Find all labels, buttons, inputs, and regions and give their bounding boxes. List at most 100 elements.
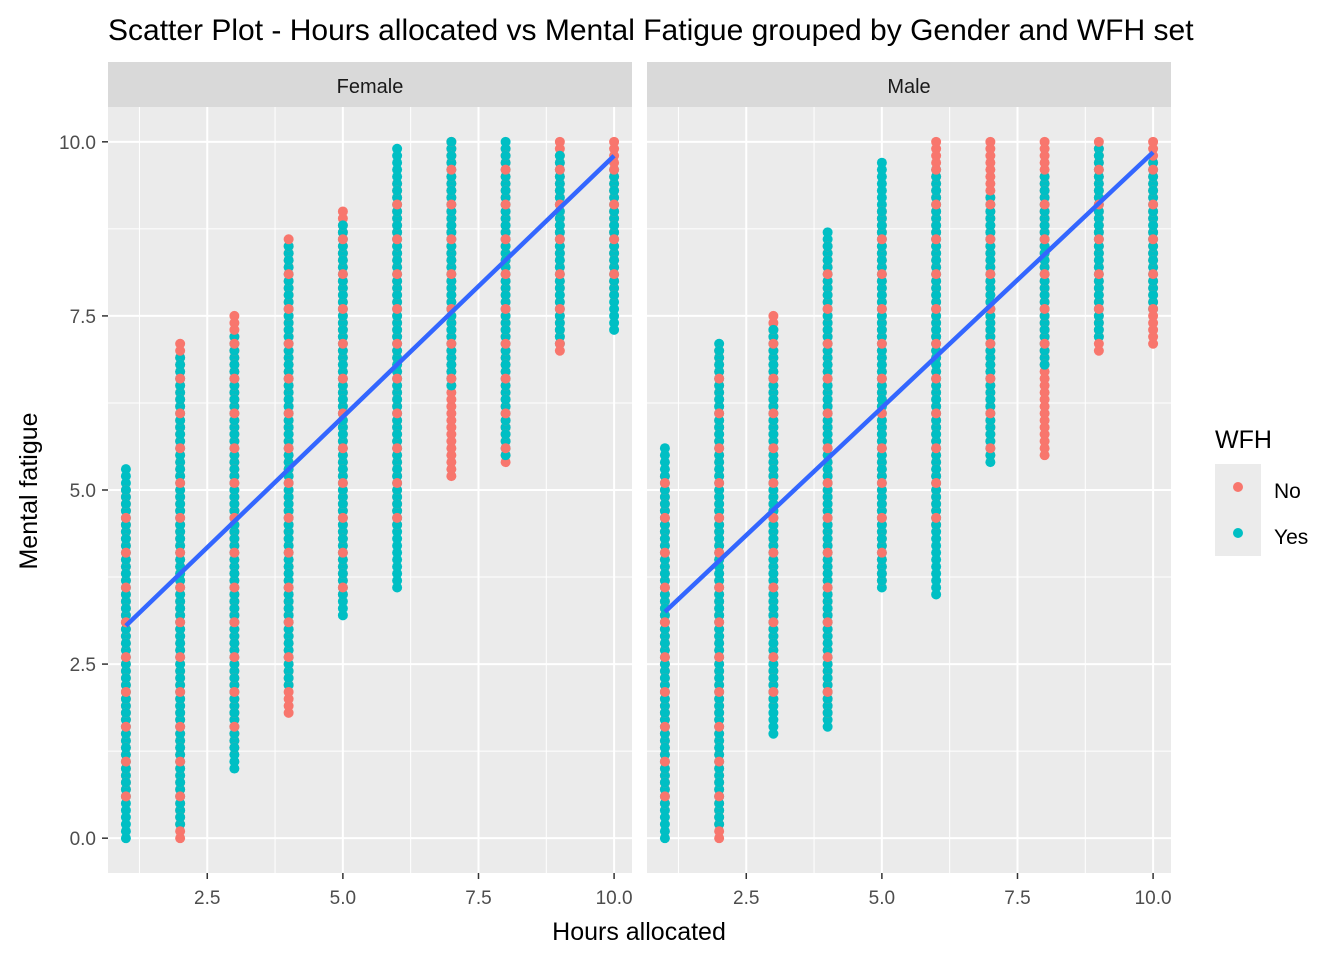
point-wfh-yes	[120, 659, 131, 670]
point-wfh-no	[768, 317, 779, 328]
point-wfh-yes	[822, 471, 833, 482]
point-wfh-yes	[876, 220, 887, 231]
point-wfh-yes	[175, 526, 186, 537]
point-wfh-yes	[931, 519, 942, 530]
point-wfh-yes	[931, 331, 942, 342]
point-wfh-no	[229, 582, 240, 593]
point-wfh-yes	[985, 359, 996, 370]
point-wfh-yes	[931, 554, 942, 565]
point-wfh-yes	[500, 380, 511, 391]
point-wfh-no	[1093, 269, 1104, 280]
point-wfh-no	[500, 408, 511, 419]
point-wfh-yes	[283, 589, 294, 600]
point-wfh-yes	[337, 485, 348, 495]
point-wfh-yes	[876, 227, 887, 238]
point-wfh-no	[609, 234, 620, 245]
point-wfh-yes	[1093, 178, 1104, 189]
point-wfh-yes	[659, 777, 670, 788]
point-wfh-yes	[1039, 331, 1050, 342]
point-wfh-yes	[714, 345, 725, 356]
point-wfh-yes	[283, 673, 294, 684]
point-wfh-no	[714, 443, 725, 454]
point-wfh-no	[768, 408, 779, 419]
point-wfh-yes	[985, 248, 996, 259]
point-wfh-yes	[985, 387, 996, 398]
point-wfh-no	[822, 303, 833, 314]
point-wfh-yes	[659, 519, 670, 530]
point-wfh-yes	[985, 262, 996, 273]
point-wfh-yes	[392, 220, 403, 231]
point-wfh-no	[876, 269, 887, 280]
point-wfh-no	[229, 478, 240, 489]
point-wfh-no	[446, 457, 457, 468]
point-wfh-yes	[229, 505, 240, 516]
point-wfh-no	[283, 582, 294, 593]
point-wfh-yes	[229, 610, 240, 621]
point-wfh-no	[283, 700, 294, 711]
point-wfh-yes	[229, 457, 240, 468]
point-wfh-yes	[175, 819, 186, 830]
point-wfh-yes	[1093, 185, 1104, 196]
point-wfh-yes	[283, 401, 294, 412]
point-wfh-no	[392, 338, 403, 349]
point-wfh-yes	[446, 276, 457, 287]
point-wfh-yes	[659, 526, 670, 537]
point-wfh-no	[1093, 234, 1104, 245]
point-wfh-yes	[337, 394, 348, 405]
point-wfh-yes	[714, 485, 725, 495]
point-wfh-yes	[822, 596, 833, 607]
point-wfh-yes	[500, 387, 511, 398]
point-wfh-yes	[283, 575, 294, 586]
point-wfh-yes	[337, 429, 348, 440]
point-wfh-no	[609, 164, 620, 175]
point-wfh-yes	[931, 185, 942, 196]
point-wfh-yes	[283, 533, 294, 544]
point-wfh-no	[337, 443, 348, 454]
point-wfh-yes	[985, 310, 996, 321]
point-wfh-no	[337, 213, 348, 224]
point-wfh-yes	[768, 575, 779, 586]
point-wfh-yes	[876, 171, 887, 182]
point-wfh-yes	[822, 693, 833, 704]
point-wfh-yes	[229, 366, 240, 377]
point-wfh-yes	[392, 227, 403, 238]
point-wfh-no	[554, 269, 565, 280]
point-wfh-yes	[822, 491, 833, 502]
point-wfh-no	[500, 269, 511, 280]
point-wfh-yes	[659, 457, 670, 468]
point-wfh-yes	[985, 220, 996, 231]
point-wfh-yes	[931, 366, 942, 377]
point-wfh-yes	[659, 491, 670, 502]
point-wfh-no	[659, 617, 670, 628]
point-wfh-yes	[229, 700, 240, 711]
point-wfh-yes	[175, 457, 186, 468]
point-wfh-yes	[229, 624, 240, 635]
point-wfh-yes	[337, 491, 348, 502]
y-tick-label: 5.0	[70, 481, 96, 502]
point-wfh-yes	[446, 352, 457, 363]
point-wfh-no	[175, 756, 186, 767]
point-wfh-no	[337, 582, 348, 593]
point-wfh-yes	[822, 533, 833, 544]
legend: WFH No Yes	[1215, 426, 1308, 556]
point-wfh-yes	[554, 317, 565, 328]
point-wfh-yes	[714, 798, 725, 809]
point-wfh-yes	[714, 450, 725, 461]
point-wfh-no	[229, 324, 240, 335]
point-wfh-yes	[876, 526, 887, 537]
point-wfh-yes	[714, 659, 725, 670]
point-wfh-no	[446, 373, 457, 384]
point-wfh-yes	[822, 707, 833, 718]
point-wfh-yes	[1093, 276, 1104, 287]
point-wfh-yes	[337, 283, 348, 294]
point-wfh-yes	[609, 324, 620, 335]
point-wfh-no	[446, 199, 457, 210]
point-wfh-no	[985, 178, 996, 189]
point-wfh-yes	[392, 310, 403, 321]
point-wfh-yes	[768, 401, 779, 412]
y-tick-label: 0.0	[70, 829, 96, 850]
point-wfh-yes	[876, 283, 887, 294]
point-wfh-yes	[337, 505, 348, 516]
point-wfh-yes	[120, 575, 131, 586]
point-wfh-yes	[1039, 317, 1050, 328]
